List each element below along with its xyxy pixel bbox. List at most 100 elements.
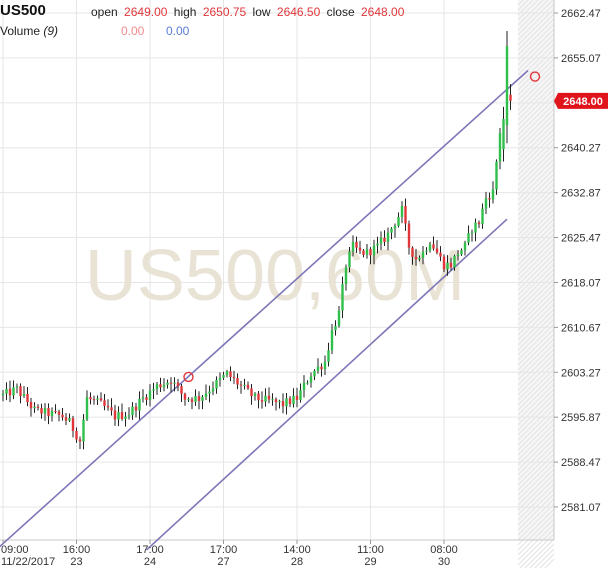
candle-body [341, 284, 344, 311]
future-hatch-line [517, 323, 555, 361]
candle-body [460, 250, 463, 255]
x-tick-date: 29 [364, 556, 376, 568]
future-hatch-line [517, 0, 539, 21]
candle-body [288, 398, 292, 405]
future-hatch-line [519, 538, 555, 573]
x-tick-time: 17:00 [210, 544, 238, 556]
candle-body [141, 397, 145, 399]
future-hatch-line [517, 348, 555, 386]
future-hatch-line [517, 318, 555, 356]
future-hatch-line [517, 3, 555, 41]
y-tick-label: 2655.07 [561, 53, 601, 65]
future-hatch-line [517, 113, 555, 151]
channel-upper-line [0, 69, 529, 548]
future-hatch-line [517, 133, 555, 171]
candle-body [19, 386, 22, 396]
candle-body [365, 249, 369, 255]
future-hatch-line [517, 238, 555, 276]
future-hatch-line [517, 33, 555, 71]
future-hatch-line [534, 553, 555, 573]
future-hatch-line [517, 388, 555, 426]
future-hatch-line [517, 303, 555, 341]
candle-body [124, 416, 127, 419]
candle-body [400, 205, 404, 218]
future-hatch-line [517, 108, 555, 146]
candle-body [145, 397, 148, 400]
candle-body [218, 377, 222, 380]
future-hatch-line [517, 413, 555, 451]
future-hatch-line [517, 248, 555, 286]
candle-body [176, 382, 180, 387]
y-tick-label: 2595.87 [561, 412, 601, 424]
future-hatch-line [517, 368, 555, 406]
candle-body [407, 223, 411, 248]
candle-body [1, 393, 5, 396]
candle-body [68, 418, 71, 421]
low-label: low [252, 5, 271, 19]
candle-body [183, 393, 187, 400]
candle-body [57, 411, 61, 415]
y-tick-label: 2610.67 [561, 322, 601, 334]
candle-body [327, 350, 330, 362]
candle-body [397, 217, 400, 226]
x-tick-time: 16:00 [63, 544, 91, 556]
future-hatch-line [517, 103, 555, 141]
candle-body [449, 262, 453, 268]
chart-watermark: US500,60M [85, 236, 465, 316]
candle-body [470, 232, 474, 234]
candle-body [320, 366, 323, 370]
open-label: open [91, 5, 118, 19]
candle-body [64, 417, 68, 421]
future-hatch-line [517, 23, 555, 61]
future-hatch-line [517, 183, 555, 221]
candle-body [474, 222, 477, 233]
future-hatch-line [517, 358, 555, 396]
candle-body [302, 382, 306, 391]
future-hatch-line [517, 458, 555, 496]
high-label: high [173, 5, 197, 19]
future-hatch-line [517, 448, 555, 486]
future-hatch-line [517, 233, 555, 271]
future-hatch-line [517, 163, 555, 201]
candle-body [428, 244, 432, 251]
y-tick-label: 2603.27 [561, 367, 601, 379]
candle-body [404, 205, 407, 224]
candle-body [337, 310, 341, 327]
x-tick-date: 24 [144, 556, 156, 568]
future-hatch-line [517, 38, 555, 76]
candle-body [498, 132, 502, 162]
candle-body [127, 415, 131, 417]
candle-body [390, 228, 393, 233]
future-hatch-line [517, 473, 555, 511]
candle-body [134, 406, 138, 411]
candle-body [495, 161, 498, 190]
candle-body [96, 398, 99, 400]
candle-body [362, 250, 365, 255]
future-hatch-line [517, 213, 555, 251]
close-label: close [326, 5, 355, 19]
candle-body [117, 412, 120, 420]
candle-body [411, 247, 414, 257]
future-hatch-line [517, 93, 555, 131]
candle-body [33, 406, 36, 409]
candle-body [197, 396, 201, 401]
current-price-tag: 2648.00 [554, 92, 608, 109]
candle-body [106, 405, 110, 408]
candle-body [278, 401, 281, 403]
y-tick-label: 2581.07 [561, 502, 601, 514]
future-hatch-line [517, 483, 555, 521]
candle-body [190, 399, 194, 402]
candle-body [236, 378, 239, 385]
candle-body [50, 411, 54, 417]
candle-body [187, 399, 190, 401]
future-hatch-line [517, 418, 555, 456]
future-hatch-line [517, 363, 555, 401]
future-hatch-line [517, 0, 529, 11]
future-hatch-line [517, 338, 555, 376]
candle-body [5, 388, 8, 394]
future-hatch-line [517, 0, 544, 26]
candle-body [435, 248, 439, 253]
candle-body [414, 256, 418, 260]
